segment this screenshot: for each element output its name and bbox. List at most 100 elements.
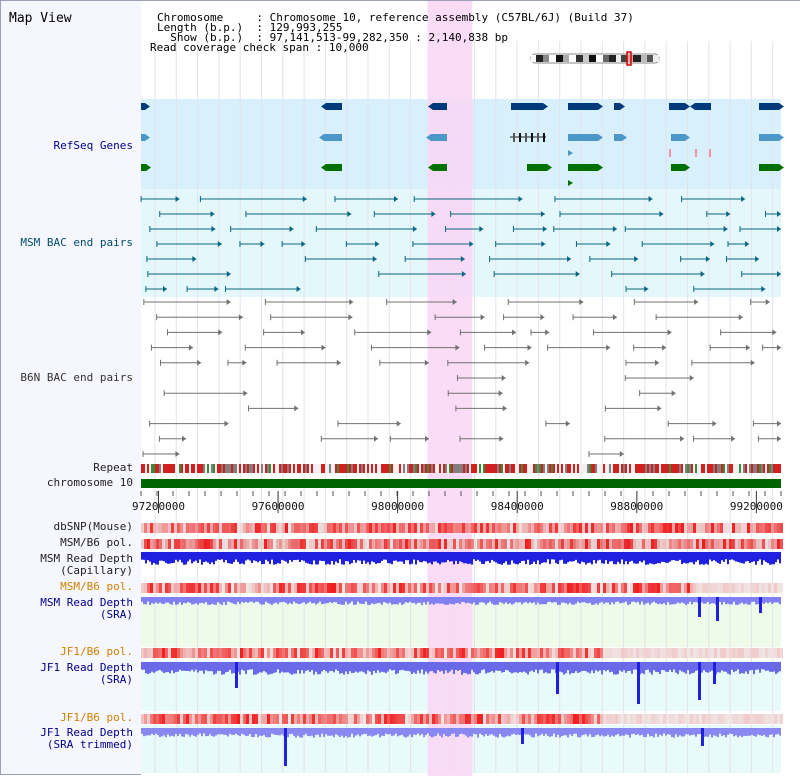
msm-sra-depth: [371, 597, 373, 604]
jf1-trimmed-depth: [277, 728, 279, 736]
jf1-trimmed-depth: [179, 728, 181, 734]
repeat-segment: [367, 464, 369, 473]
msm-sra-depth: [331, 597, 333, 604]
jf1-pol-cell: [252, 648, 255, 658]
jf1-pol-cell: [630, 648, 633, 658]
jf1-sra-depth: [275, 662, 277, 673]
dbsnp-cell: [627, 523, 630, 533]
jf1-pol2-cell: [306, 714, 309, 724]
jf1-sra-depth: [765, 662, 767, 671]
jf1-pol2-cell: [666, 714, 669, 724]
jf1-pol2-cell: [336, 714, 339, 724]
jf1-pol-cell: [525, 648, 528, 658]
msm-capillary-depth: [471, 552, 473, 565]
repeat-segment: [489, 464, 491, 473]
repeat-segment: [369, 464, 371, 473]
jf1-trimmed-depth: [549, 728, 551, 737]
msm-sra-depth: [755, 597, 757, 605]
repeat-segment: [717, 464, 719, 473]
jf1-trimmed-depth: [237, 728, 239, 736]
jf1-pol-cell: [243, 648, 246, 658]
track-label-msm-bac[interactable]: MSM BAC end pairs: [20, 236, 133, 249]
msm-capillary-depth: [279, 552, 281, 564]
jf1-trimmed-depth: [289, 728, 291, 735]
jf1-pol2-cell: [720, 714, 723, 724]
jf1-pol-cell: [369, 648, 372, 658]
jf1-pol2-cell: [738, 714, 741, 724]
jf1-pol2-cell: [300, 714, 303, 724]
msm-capillary-depth: [383, 552, 385, 560]
repeat-segment: [431, 464, 433, 473]
track-label-repeat[interactable]: Repeat: [93, 461, 133, 474]
repeat-segment: [711, 464, 713, 473]
track-label-jf1-depth-sra[interactable]: JF1 Read Depth: [40, 661, 133, 674]
msm-sra-depth: [219, 597, 221, 604]
track-label-msm-b6-pol-2[interactable]: MSM/B6 pol.: [60, 580, 133, 593]
jf1-pol2-cell: [447, 714, 450, 724]
jf1-pol-cell: [717, 648, 720, 658]
msm-capillary-depth: [143, 552, 145, 560]
track-label-msm-depth-capillary[interactable]: MSM Read Depth: [40, 552, 133, 565]
msm-capillary-depth: [415, 552, 417, 565]
msm-pol2-cell: [624, 583, 627, 593]
msm-pol-cell: [612, 539, 615, 549]
msm-sra-depth: [529, 597, 531, 603]
msm-capillary-depth: [411, 552, 413, 564]
msm-sra-depth: [475, 597, 477, 605]
msm-capillary-depth: [363, 552, 365, 561]
msm-bac-pair-end: [175, 196, 180, 202]
msm-sra-depth: [509, 597, 511, 604]
msm-pol-cell: [144, 539, 147, 549]
jf1-pol2-cell: [633, 714, 636, 724]
jf1-pol-cell: [492, 648, 495, 658]
refseq-gene: [141, 164, 146, 171]
dbsnp-cell: [147, 523, 150, 533]
repeat-segment: [693, 464, 695, 473]
repeat-segment: [147, 464, 149, 473]
jf1-pol-cell: [297, 648, 300, 658]
msm-pol2-cell: [492, 583, 495, 593]
jf1-sra-depth: [303, 662, 305, 674]
jf1-sra-depth: [279, 662, 281, 674]
axis-tick-label: 98800000: [610, 500, 663, 513]
track-label-jf1-b6-pol[interactable]: JF1/B6 pol.: [60, 645, 133, 658]
repeat-segment: [633, 464, 635, 473]
jf1-pol2-cell: [198, 714, 201, 724]
jf1-sra-depth: [677, 662, 679, 675]
msm-capillary-depth: [323, 552, 325, 561]
repeat-segment: [627, 464, 629, 473]
msm-pol2-cell: [768, 583, 771, 593]
jf1-sra-depth: [721, 662, 723, 671]
msm-capillary-depth: [371, 552, 373, 562]
repeat-segment: [655, 464, 657, 473]
jf1-sra-depth: [193, 662, 195, 672]
jf1-trimmed-depth: [215, 728, 217, 736]
repeat-segment: [357, 464, 359, 473]
jf1-trimmed-depth: [659, 728, 661, 735]
track-label-jf1-b6-pol-2[interactable]: JF1/B6 pol.: [60, 711, 133, 724]
msm-pol-cell: [633, 539, 636, 549]
msm-pol2-cell: [312, 583, 315, 593]
track-label-msm-b6-pol[interactable]: MSM/B6 pol.: [60, 536, 133, 549]
msm-sra-depth: [769, 597, 771, 603]
msm-capillary-depth: [777, 552, 779, 560]
jf1-trimmed-depth: [715, 728, 717, 737]
track-label-jf1-depth-trimmed[interactable]: JF1 Read Depth: [40, 726, 133, 739]
repeat-segment: [615, 464, 617, 473]
msm-sra-depth: [641, 597, 643, 602]
jf1-pol-cell: [648, 648, 651, 658]
msm-sra-depth: [539, 597, 541, 605]
track-label-b6n-bac[interactable]: B6N BAC end pairs: [20, 371, 133, 384]
repeat-segment: [767, 464, 769, 473]
jf1-trimmed-depth: [181, 728, 183, 737]
track-label-dbsnp[interactable]: dbSNP(Mouse): [53, 520, 133, 533]
jf1-trimmed-depth: [605, 728, 607, 737]
repeat-segment: [673, 464, 675, 473]
msm-pol-cell: [741, 539, 744, 549]
msm-pol-cell: [423, 539, 426, 549]
track-label-refseq[interactable]: RefSeq Genes: [53, 139, 133, 152]
track-label-msm-depth-sra[interactable]: MSM Read Depth: [40, 596, 133, 609]
track-label-chromosome[interactable]: chromosome 10: [46, 476, 133, 489]
msm-sra-depth: [505, 597, 507, 603]
